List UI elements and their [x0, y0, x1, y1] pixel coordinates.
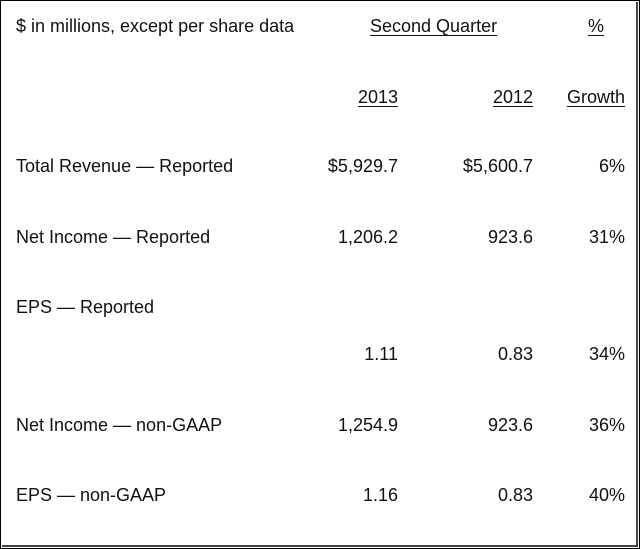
cell-net-income-non-gaap-growth: 36%: [588, 415, 625, 435]
column-header-2012: 2012: [492, 87, 533, 107]
cell-eps-reported-2012: 0.83: [497, 344, 533, 364]
column-header-growth: Growth: [566, 87, 625, 107]
cell-net-income-reported-growth: 31%: [588, 227, 625, 247]
percent-label: %: [588, 16, 605, 36]
row-label-net-income-non-gaap: Net Income — non-GAAP: [16, 415, 223, 435]
cell-net-income-reported-2013: 1,206.2: [337, 227, 398, 247]
cell-total-revenue-growth: 6%: [598, 156, 625, 176]
row-label-total-revenue-reported: Total Revenue — Reported: [16, 156, 234, 176]
row-label-net-income-reported: Net Income — Reported: [16, 227, 211, 247]
row-label-eps-non-gaap: EPS — non-GAAP: [16, 485, 167, 505]
row-label-eps-reported: EPS — Reported: [16, 297, 155, 317]
cell-eps-reported-2013: 1.11: [364, 344, 398, 364]
cell-total-revenue-2012: $5,600.7: [462, 156, 533, 176]
column-header-2013: 2013: [357, 87, 398, 107]
cell-eps-non-gaap-2013: 1.16: [362, 485, 398, 505]
units-label: $ in millions, except per share data: [16, 16, 295, 36]
cell-total-revenue-2013: $5,929.7: [327, 156, 398, 176]
cell-eps-non-gaap-growth: 40%: [588, 485, 625, 505]
cell-net-income-non-gaap-2013: 1,254.9: [337, 415, 398, 435]
cell-eps-reported-growth: 34%: [588, 344, 625, 364]
cell-net-income-non-gaap-2012: 923.6: [487, 415, 533, 435]
cell-net-income-reported-2012: 923.6: [487, 227, 533, 247]
cell-eps-non-gaap-2012: 0.83: [497, 485, 533, 505]
period-label: Second Quarter: [370, 16, 498, 36]
